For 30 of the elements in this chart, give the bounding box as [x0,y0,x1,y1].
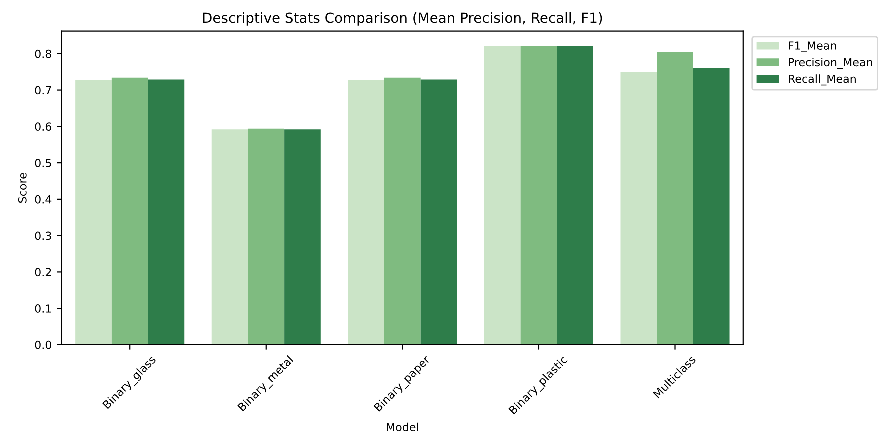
legend-label: Precision_Mean [789,58,872,70]
y-tick-label: 0.6 [35,122,52,132]
y-tick-label: 0.2 [35,268,52,277]
y-axis-title: Score [18,173,27,203]
y-tick-label: 0.7 [35,86,52,95]
y-tick-label: 0.4 [35,195,52,204]
legend-label: F1_Mean [789,42,836,52]
bar [484,46,521,345]
y-tick-label: 0.8 [35,50,52,58]
bar [348,80,385,345]
y-tick-label: 0.1 [35,304,52,313]
legend-label: Recall_Mean [789,74,856,86]
bar [148,80,185,345]
bar [620,72,658,345]
bar [212,130,248,345]
bar [112,78,148,345]
bar [76,80,112,345]
bar [557,46,594,345]
bar [384,78,421,345]
x-axis-title: Model [387,422,418,432]
y-tick-label: 0.0 [35,340,52,350]
bar [657,52,694,345]
bar [520,46,558,345]
chart-title: Descriptive Stats Comparison (Mean Precision, Recall, F1) [203,12,602,26]
y-tick-label: 0.5 [35,159,52,168]
bar [693,68,730,345]
bar [248,128,285,345]
y-tick-label: 0.3 [35,232,52,240]
bar [420,80,458,345]
bar [284,130,321,345]
